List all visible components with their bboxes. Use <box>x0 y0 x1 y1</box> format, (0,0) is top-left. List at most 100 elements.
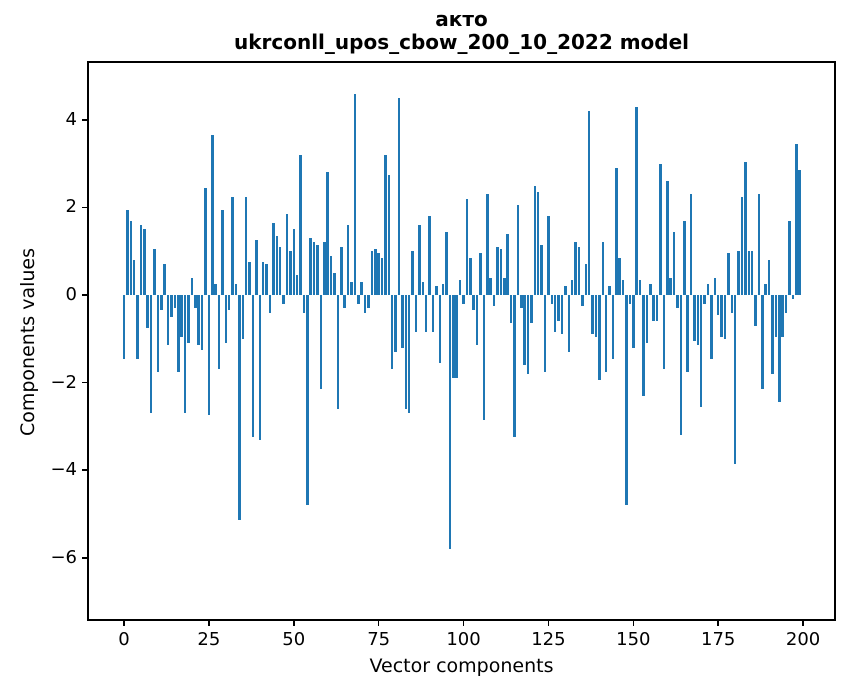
bar <box>231 196 234 296</box>
y-tick-mark <box>82 119 87 121</box>
bar <box>244 196 248 296</box>
chart-title-block: акто ukrconll_upos_cbow_200_10_2022 mode… <box>89 8 834 54</box>
bar <box>757 194 761 296</box>
x-tick-mark <box>377 621 380 626</box>
x-axis-label: Vector components <box>369 655 554 677</box>
bar <box>686 295 689 372</box>
bar <box>795 143 798 296</box>
bar <box>513 295 516 438</box>
bar <box>479 253 482 296</box>
bar <box>445 231 448 296</box>
bar <box>503 277 506 296</box>
bar <box>788 220 791 296</box>
bar <box>122 295 126 359</box>
bar <box>360 281 363 296</box>
x-tick-label: 50 <box>282 629 306 650</box>
bar <box>173 295 177 309</box>
bar <box>363 295 367 313</box>
bar <box>390 295 394 370</box>
bar <box>268 295 272 313</box>
bar <box>761 295 764 390</box>
bar <box>357 295 360 304</box>
bar <box>217 295 221 370</box>
bar <box>564 286 567 296</box>
y-tick-label: 4 <box>65 108 77 130</box>
bar <box>584 264 588 296</box>
bar <box>407 295 411 414</box>
bar <box>659 163 662 296</box>
bar <box>129 220 133 296</box>
bar <box>211 135 214 296</box>
x-tick-label: 200 <box>785 629 821 650</box>
bar <box>693 295 696 341</box>
bar <box>784 295 788 313</box>
bar <box>183 295 187 414</box>
bar <box>591 295 594 335</box>
bar <box>533 185 537 296</box>
bar <box>509 295 513 324</box>
bar <box>132 260 136 296</box>
bar <box>340 246 343 296</box>
bar <box>177 295 180 372</box>
bar <box>727 253 730 296</box>
bar <box>441 284 445 296</box>
bar <box>570 279 574 296</box>
bar <box>424 295 428 333</box>
bar <box>462 295 465 304</box>
bar <box>642 295 645 396</box>
bar <box>258 295 262 440</box>
bar <box>414 295 418 333</box>
bar <box>530 295 533 324</box>
bar <box>146 295 149 328</box>
x-tick-mark <box>632 621 635 626</box>
bar <box>669 277 672 296</box>
bar <box>312 242 316 296</box>
bar <box>438 295 442 363</box>
bar <box>740 196 744 296</box>
bar <box>163 264 166 296</box>
bar <box>486 194 489 296</box>
bar <box>604 295 608 372</box>
bar <box>520 295 523 309</box>
bar <box>190 277 194 296</box>
x-tick-label: 100 <box>446 629 481 650</box>
x-tick-mark <box>462 621 465 626</box>
bar <box>455 295 458 379</box>
bar <box>153 249 156 296</box>
bar <box>778 295 781 403</box>
bar <box>601 242 604 296</box>
bar <box>526 295 530 374</box>
y-tick-mark <box>82 556 87 559</box>
bar <box>716 295 720 315</box>
bar <box>136 295 139 359</box>
bar <box>380 257 384 296</box>
bar <box>377 253 380 296</box>
bar <box>679 295 683 436</box>
bar <box>699 295 703 407</box>
y-tick-mark <box>82 294 87 296</box>
bar <box>645 295 649 344</box>
bar <box>791 295 795 300</box>
bar <box>608 286 611 296</box>
bar <box>302 295 306 313</box>
bar <box>475 295 479 346</box>
bar <box>706 284 710 296</box>
bar <box>234 284 238 296</box>
bar <box>367 295 370 309</box>
bar <box>666 181 669 296</box>
bar <box>265 264 268 296</box>
bar <box>411 251 414 296</box>
bar <box>248 262 251 296</box>
bar <box>492 295 496 306</box>
bar <box>397 98 401 296</box>
bar <box>404 295 408 409</box>
y-tick-label: 2 <box>65 196 77 218</box>
bar <box>638 279 642 296</box>
bar <box>489 277 492 296</box>
bar <box>499 249 503 296</box>
bar <box>306 295 309 506</box>
bar <box>798 170 801 296</box>
bar <box>431 295 435 333</box>
x-tick-label: 175 <box>701 629 736 650</box>
